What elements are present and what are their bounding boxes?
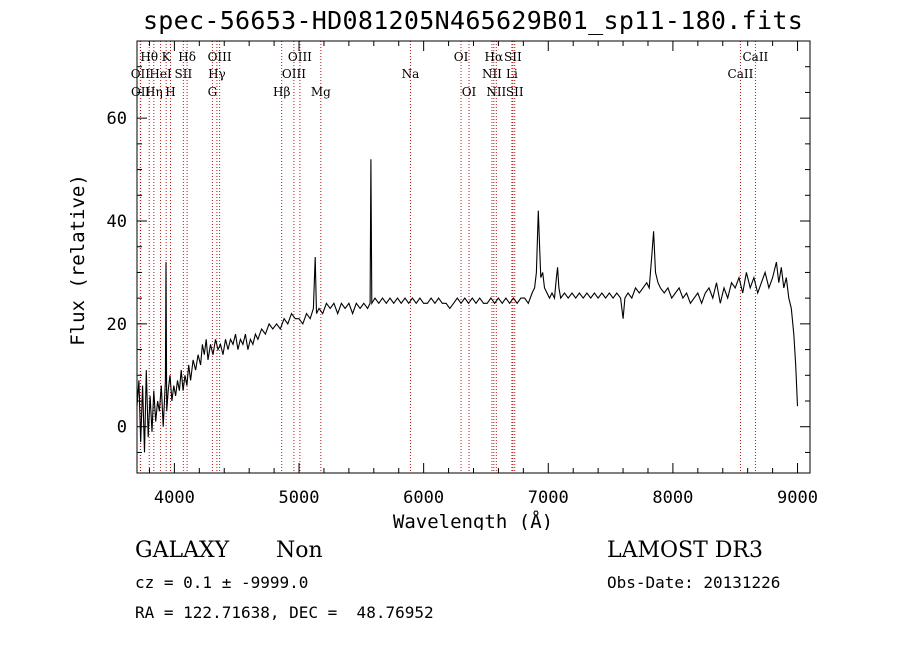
object-subclass: Non [276,538,323,563]
survey-name: LAMOST DR3 [607,538,763,563]
line-marker-label: OIII [282,67,306,81]
chart-title: spec-56653-HD081205N465629B01_sp11-180.f… [142,6,804,35]
line-marker-label: OIII [208,50,232,64]
line-marker-label: Hθ [140,50,158,64]
y-tick-label: 20 [107,315,127,335]
line-marker-label: Li [506,67,518,81]
line-marker-label: HeI [149,67,172,81]
series-line-spectrum [136,159,799,453]
y-tick-label: 0 [117,418,127,438]
series-group [136,159,799,453]
x-tick-label: 4000 [154,488,195,508]
line-marker-label: OI [462,85,477,99]
line-marker-label: CaII [742,50,768,64]
line-marker-label: SII [175,67,193,81]
line-marker-label: CaII [728,67,754,81]
line-marker-label: SII [506,85,524,99]
axis-group: 4000 5000 6000 7000 8000 9000 0 20 40 60 [107,41,818,508]
line-marker-label: Mg [311,85,331,99]
x-tick-label: 8000 [652,488,693,508]
line-marker-label: K [162,50,172,64]
line-marker-label: G [208,85,218,99]
line-marker-label: OIII [288,50,312,64]
y-tick-label: 60 [107,109,127,129]
line-marker-label: H [165,85,175,99]
line-marker-label: Hη [145,85,163,99]
redshift-readout: cz = 0.1 ± -9999.0 [135,573,309,592]
x-tick-label: 9000 [777,488,818,508]
x-tick-label: 7000 [528,488,569,508]
x-tick-label: 5000 [279,488,320,508]
ra-dec-readout: RA = 122.71638, DEC = 48.76952 [135,603,434,622]
y-axis-label: Flux (relative) [67,174,89,346]
x-tick-label: 6000 [403,488,444,508]
obs-date: Obs-Date: 20131226 [607,573,781,592]
object-class: GALAXY [135,538,230,563]
line-marker-label: Na [402,67,420,81]
y-tick-label: 40 [107,212,127,232]
line-marker-label: NII [482,67,502,81]
line-marker-label: SII [504,50,522,64]
line-marker-group [139,41,756,473]
line-marker-label: Hγ [208,67,226,81]
line-marker-label: OI [454,50,469,64]
plot-frame [136,40,811,474]
line-marker-label: OII [131,67,151,81]
line-marker-label: Hδ [178,50,196,64]
line-marker-label: Hβ [273,85,290,99]
line-marker-label: NII [486,85,506,99]
line-marker-label: Hα [485,50,504,64]
x-axis-label: Wavelength (Å) [393,510,553,530]
